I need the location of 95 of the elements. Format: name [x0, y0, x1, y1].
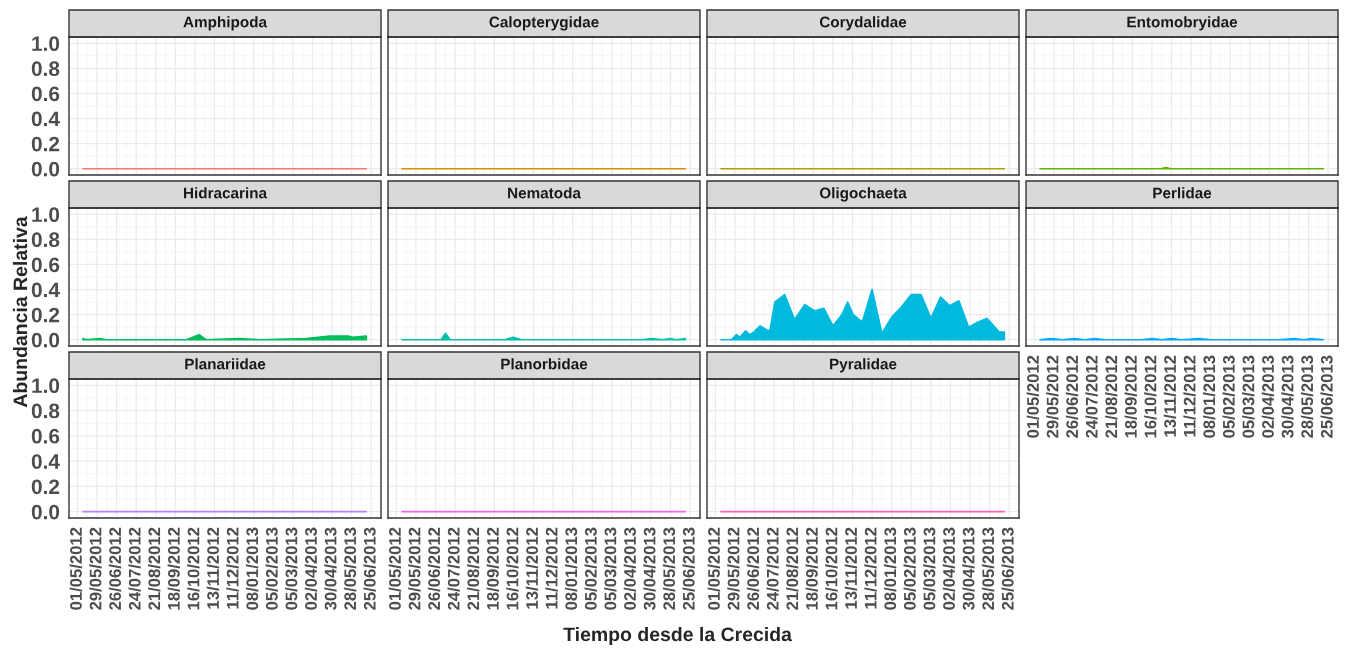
chart-title: Planariidae: [185, 358, 266, 370]
x-tick-label: 26/06/2012: [1065, 355, 1079, 438]
x-tick-label: 29/05/2012: [1046, 355, 1059, 438]
chart-title: Amphipoda: [183, 16, 268, 31]
x-tick-label: 08/01/2013: [564, 527, 578, 610]
x-tick-label: 11/12/2012: [226, 527, 239, 609]
x-tick-label: 13/11/2012: [844, 527, 858, 609]
x-tick-label: 29/05/2012: [89, 527, 102, 610]
x-tick-label: 11/12/2012: [545, 527, 558, 609]
y-tick-label: 0.0: [31, 161, 60, 177]
x-tick-label: 05/02/2013: [903, 527, 916, 610]
x-tick-label: 02/04/2013: [942, 527, 956, 610]
x-tick-label: 18/09/2012: [486, 527, 499, 610]
y-tick-label: 0.2: [31, 479, 60, 495]
x-tick-label: 08/01/2013: [1202, 355, 1216, 438]
y-tick-label: 1.0: [32, 36, 60, 52]
y-tick-label: 1.0: [32, 378, 60, 394]
x-tick-label: 01/05/2012: [69, 527, 83, 610]
y-tick-label: 0.4: [31, 282, 60, 298]
x-tick-label: 25/06/2013: [363, 527, 376, 610]
y-axis-title: Abundancia Relativa: [12, 216, 28, 408]
y-tick-label: 0.2: [31, 136, 60, 152]
x-tick-label: 28/05/2013: [981, 527, 995, 610]
x-tick-label: 21/08/2012: [785, 527, 799, 610]
x-tick-label: 08/01/2013: [883, 527, 897, 610]
chart-title: Pyralidae: [830, 358, 897, 373]
x-tick-label: 05/03/2013: [604, 527, 617, 610]
x-tick-label: 21/08/2012: [466, 527, 480, 610]
x-tick-label: 26/06/2012: [427, 527, 441, 610]
x-tick-label: 01/05/2012: [707, 527, 721, 610]
x-tick-label: 30/04/2013: [324, 527, 337, 611]
x-tick-label: 25/06/2013: [1320, 355, 1333, 438]
x-tick-label: 05/02/2013: [265, 527, 278, 610]
chart-title: Planorbidae: [501, 358, 588, 370]
chart-title: Calopterygidae: [489, 16, 599, 31]
y-tick-label: 0.6: [31, 428, 60, 444]
y-tick-label: 0.8: [31, 61, 60, 77]
x-tick-label: 13/11/2012: [1163, 355, 1177, 437]
chart-title: Corydalidae: [819, 16, 907, 31]
y-tick-label: 0.2: [31, 307, 60, 323]
y-tick-label: 0.8: [31, 232, 60, 248]
x-tick-label: 28/05/2013: [662, 527, 676, 610]
x-tick-label: 24/07/2012: [447, 527, 460, 610]
x-tick-label: 02/04/2013: [304, 527, 318, 610]
x-tick-label: 30/04/2013: [1281, 355, 1294, 439]
y-tick-label: 0.6: [31, 86, 60, 102]
chart-title: Nematoda: [508, 187, 582, 199]
x-tick-label: 01/05/2012: [388, 527, 402, 610]
x-tick-label: 29/05/2012: [727, 527, 740, 610]
chart-title: Perlidae: [1153, 187, 1212, 199]
x-tick-label: 05/02/2013: [1222, 355, 1235, 438]
x-tick-label: 01/05/2012: [1026, 355, 1040, 438]
x-tick-label: 28/05/2013: [1300, 355, 1314, 438]
x-tick-label: 24/07/2012: [1085, 355, 1098, 438]
x-tick-label: 13/11/2012: [206, 527, 220, 609]
x-tick-label: 02/04/2013: [1261, 355, 1275, 438]
chart-title: Oligochaeta: [819, 187, 907, 202]
x-tick-label: 29/05/2012: [408, 527, 421, 610]
x-tick-label: 18/09/2012: [1124, 355, 1137, 438]
x-tick-label: 16/10/2012: [825, 527, 838, 610]
y-tick-label: 0.0: [31, 332, 60, 348]
x-tick-label: 05/03/2013: [923, 527, 936, 610]
x-tick-label: 16/10/2012: [1144, 355, 1157, 438]
x-tick-label: 24/07/2012: [766, 527, 779, 610]
y-tick-label: 1.0: [32, 207, 60, 223]
y-tick-label: 0.6: [31, 257, 60, 273]
x-tick-label: 21/08/2012: [1104, 355, 1118, 438]
y-tick-label: 0.4: [31, 454, 60, 469]
x-axis-title: Tiempo desde la Crecida: [563, 626, 793, 646]
x-tick-label: 21/08/2012: [147, 527, 161, 610]
x-tick-label: 11/12/2012: [864, 527, 877, 609]
y-tick-label: 0.4: [31, 111, 60, 127]
chart-title: Entomobryidae: [1127, 16, 1238, 31]
x-tick-label: 02/04/2013: [623, 527, 637, 610]
x-tick-label: 26/06/2012: [108, 527, 122, 610]
chart-title: Hidracarina: [183, 187, 268, 199]
x-tick-label: 24/07/2012: [128, 527, 141, 610]
x-tick-label: 25/06/2013: [1001, 527, 1014, 610]
x-tick-label: 30/04/2013: [643, 527, 656, 611]
x-tick-label: 16/10/2012: [187, 527, 200, 610]
x-tick-label: 05/02/2013: [584, 527, 597, 610]
x-tick-label: 18/09/2012: [167, 527, 180, 610]
y-tick-label: 0.8: [31, 403, 60, 419]
x-tick-label: 13/11/2012: [525, 527, 539, 609]
x-tick-label: 05/03/2013: [285, 527, 298, 610]
y-tick-label: 0.0: [31, 504, 60, 520]
x-tick-label: 05/03/2013: [1242, 355, 1255, 438]
x-tick-label: 25/06/2013: [682, 527, 695, 610]
x-tick-label: 30/04/2013: [962, 527, 975, 611]
x-tick-label: 28/05/2013: [343, 527, 357, 610]
x-tick-label: 18/09/2012: [805, 527, 818, 610]
x-tick-label: 26/06/2012: [746, 527, 760, 610]
x-tick-label: 11/12/2012: [1183, 355, 1196, 437]
x-tick-label: 16/10/2012: [506, 527, 519, 610]
x-tick-label: 08/01/2013: [245, 527, 259, 610]
